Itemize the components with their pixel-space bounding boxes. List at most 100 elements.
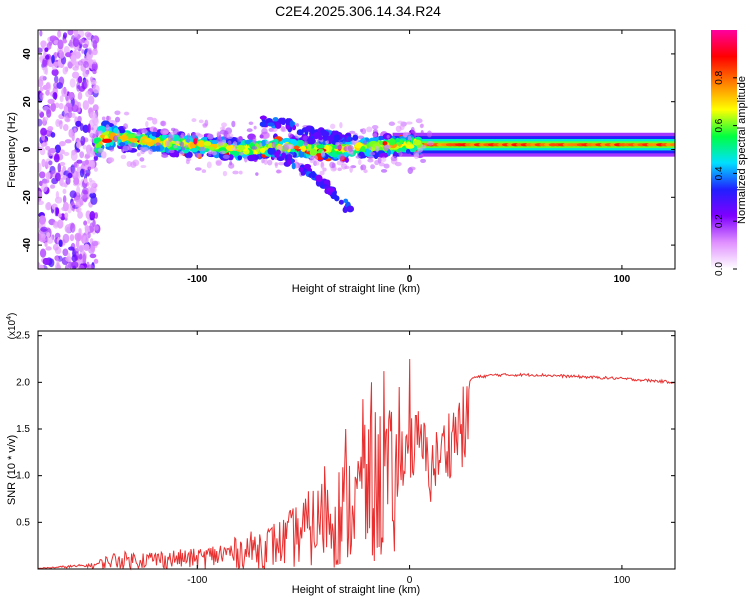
noise-blob <box>93 258 99 264</box>
halo-blob <box>347 144 354 152</box>
band-blob <box>363 148 372 157</box>
x-tick-label: -100 <box>187 575 207 586</box>
noise-blob <box>82 253 87 264</box>
halo-blob <box>368 146 372 151</box>
band-blob <box>260 147 266 154</box>
halo-blob <box>330 123 336 130</box>
noise-blob <box>61 87 68 97</box>
noise-blob <box>73 104 78 110</box>
band-blob <box>144 138 153 143</box>
noise-blob <box>68 128 74 138</box>
noise-blob <box>62 188 67 195</box>
halo-blob <box>320 150 325 157</box>
halo-blob <box>274 162 279 166</box>
noise-blob <box>64 224 72 234</box>
noise-blob <box>40 127 48 136</box>
noise-blob <box>39 248 47 258</box>
noise-blob <box>85 144 92 155</box>
halo-blob <box>251 145 258 150</box>
noise-blob <box>82 144 88 150</box>
halo-blob <box>114 110 121 116</box>
trace-blob <box>323 179 331 185</box>
halo-blob <box>363 140 368 146</box>
noise-blob <box>85 90 91 98</box>
halo-blob <box>114 135 118 141</box>
noise-blob <box>67 61 73 69</box>
x-tick-label: 100 <box>614 575 631 586</box>
band-blob <box>105 143 110 147</box>
noise-blob <box>52 92 58 100</box>
band-blob <box>151 131 157 137</box>
halo-blob <box>252 138 257 145</box>
halo-blob <box>349 165 353 173</box>
halo-blob <box>261 158 265 164</box>
noise-blob <box>87 123 91 134</box>
snr-frame <box>37 330 676 570</box>
halo-blob <box>207 133 214 140</box>
halo-blob <box>186 138 191 143</box>
y-tick-label: 20 <box>22 96 33 108</box>
halo-blob <box>185 159 190 165</box>
noise-blob <box>79 38 85 45</box>
noise-blob <box>38 142 41 147</box>
halo-blob <box>161 154 169 158</box>
noise-blob <box>71 112 76 118</box>
trace-blob <box>310 171 316 179</box>
halo-blob <box>123 123 128 130</box>
band-blob <box>190 148 199 153</box>
noise-blob <box>49 35 57 41</box>
halo-blob <box>238 152 245 156</box>
halo-blob <box>370 164 376 170</box>
halo-blob <box>101 116 106 121</box>
halo-blob <box>146 116 154 121</box>
noise-blob <box>84 159 89 165</box>
noise-blob <box>63 46 70 55</box>
noise-blob <box>44 242 48 247</box>
snr-y-label: SNR (10 * v/v) <box>6 435 18 505</box>
halo-blob <box>335 142 340 146</box>
snr-x-ticks: -100 0 100 <box>187 331 631 586</box>
halo-blob <box>108 157 115 163</box>
noise-blob <box>38 146 43 151</box>
halo-blob <box>426 141 434 146</box>
trace-blob <box>333 134 341 142</box>
colorbar-tick-label: 0.6 <box>714 118 725 132</box>
halo-blob <box>322 167 327 172</box>
halo-blob <box>405 121 413 125</box>
halo-blob <box>194 152 202 158</box>
colorbar-tick-label: 0.2 <box>714 214 725 228</box>
halo-blob <box>413 153 419 160</box>
halo-blob <box>139 157 145 162</box>
halo-blob <box>314 141 320 146</box>
halo-blob <box>420 144 427 149</box>
halo-blob <box>374 159 380 166</box>
noise-blob <box>48 147 56 154</box>
noise-blob <box>44 47 49 52</box>
halo-blob <box>329 161 336 169</box>
halo-blob <box>179 141 185 149</box>
trace-blob <box>259 115 267 120</box>
band-blob <box>101 151 107 159</box>
noise-blob <box>62 195 67 204</box>
noise-blob <box>45 54 50 60</box>
halo-blob <box>198 119 204 124</box>
halo-blob <box>174 140 181 144</box>
noise-blob <box>55 191 60 199</box>
noise-blob <box>66 252 71 261</box>
noise-blob <box>93 155 99 162</box>
band-blob <box>354 142 363 149</box>
halo-blob <box>303 140 309 146</box>
noise-blob <box>50 132 56 138</box>
noise-blob <box>76 159 83 164</box>
noise-blob <box>38 200 44 206</box>
halo-blob <box>172 144 178 149</box>
halo-blob <box>361 128 367 135</box>
halo-blob <box>372 133 378 138</box>
noise-blob <box>39 92 45 100</box>
snr-multiplier-base: (x10 <box>7 319 18 339</box>
band-blob <box>128 137 139 143</box>
noise-blob <box>62 201 69 212</box>
halo-blob <box>302 135 308 141</box>
halo-blob <box>221 122 227 128</box>
halo-blob <box>314 160 320 166</box>
